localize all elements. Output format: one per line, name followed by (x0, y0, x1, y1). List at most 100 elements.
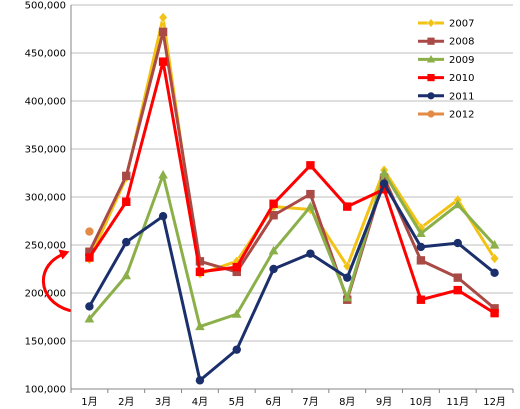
legend-label: 2007 (449, 19, 474, 30)
series-2008 (85, 27, 499, 313)
legend-entry-2010: 2010 (418, 73, 474, 84)
y-tick-label: 300,000 (25, 193, 66, 204)
series-line-2007 (88, 15, 496, 276)
legend-entry-2012: 2012 (418, 110, 474, 121)
data-point-2008-7月 (306, 189, 315, 199)
legend-swatch-marker (427, 110, 435, 118)
data-point-2009-1月 (84, 313, 95, 323)
data-point-2009-5月 (231, 309, 242, 318)
data-point-2009-2月 (121, 270, 132, 280)
series-2012 (85, 227, 94, 236)
data-point-2012-1月 (85, 227, 94, 236)
data-point-2011-8月 (343, 273, 352, 282)
annotation-layer (41, 249, 71, 312)
x-tick-label: 5月 (229, 396, 245, 408)
legend-entry-2007: 2007 (418, 18, 474, 30)
data-point-2009-9月 (379, 168, 389, 177)
data-point-2011-11月 (453, 238, 462, 248)
legend-swatch-marker (427, 92, 435, 100)
x-tick-label: 12月 (483, 396, 506, 408)
x-tick-label: 4月 (192, 396, 208, 408)
x-tick-label: 8月 (339, 396, 355, 408)
data-point-2009-4月 (195, 321, 205, 331)
series-line-2009 (88, 171, 496, 329)
legend-swatch-marker (427, 37, 435, 45)
data-point-2009-8月 (342, 292, 353, 302)
y-tick-label: 350,000 (25, 145, 66, 156)
data-point-2008-1月 (85, 247, 94, 256)
data-point-2010-2月 (122, 197, 131, 206)
y-tick-label: 150,000 (25, 337, 66, 348)
data-point-2010-5月 (232, 262, 241, 272)
y-tick-label: 250,000 (25, 241, 66, 252)
data-point-2008-6月 (269, 211, 278, 220)
data-point-2010-7月 (306, 161, 315, 170)
data-point-2010-9月 (379, 185, 389, 194)
legend-entry-2009: 2009 (418, 55, 474, 66)
data-point-2009-11月 (452, 199, 463, 209)
data-point-2007-3月 (158, 12, 168, 23)
x-tick-label: 7月 (302, 396, 318, 408)
data-point-2008-11月 (453, 273, 462, 282)
series-line-2008 (88, 30, 496, 310)
legend: 2007 2008 2009 2010 2011 2012 (418, 18, 474, 121)
series-layer (84, 12, 500, 385)
data-point-2010-3月 (158, 57, 168, 66)
x-tick-label: 10月 (410, 396, 433, 408)
data-point-2010-4月 (195, 267, 205, 277)
annotation-arrow (41, 251, 71, 312)
legend-swatch-marker (427, 18, 435, 28)
data-point-2008-3月 (158, 27, 168, 37)
data-point-2009-10月 (416, 228, 426, 238)
legend-label: 2010 (449, 73, 474, 84)
data-point-2009-12月 (489, 240, 500, 249)
data-point-2010-6月 (269, 199, 278, 208)
x-tick-label: 1月 (81, 396, 97, 408)
legend-swatch-marker (427, 74, 435, 82)
data-point-2007-12月 (490, 253, 500, 264)
x-tick-label: 9月 (376, 396, 392, 408)
data-point-2011-9月 (379, 179, 389, 188)
data-point-2011-10月 (416, 242, 426, 252)
x-tick-label: 3月 (155, 396, 171, 408)
y-tick-label: 400,000 (25, 97, 66, 108)
data-point-2008-2月 (122, 171, 131, 181)
data-point-2011-7月 (306, 249, 315, 258)
legend-label: 2008 (449, 37, 474, 48)
data-point-2011-5月 (232, 345, 241, 354)
series-2010 (85, 57, 499, 318)
series-line-2010 (88, 60, 496, 315)
data-point-2010-12月 (490, 308, 499, 318)
legend-swatch-marker (426, 55, 436, 63)
data-point-2008-4月 (195, 257, 205, 266)
data-point-2010-11月 (453, 285, 462, 295)
y-tick-label: 100,000 (25, 385, 66, 396)
data-point-2009-3月 (158, 169, 168, 179)
data-point-2011-4月 (195, 376, 205, 385)
data-point-2009-6月 (268, 245, 279, 255)
data-point-2010-8月 (343, 202, 352, 211)
legend-entry-2008: 2008 (418, 37, 474, 48)
data-point-2008-5月 (232, 267, 241, 277)
x-tick-label: 2月 (118, 396, 134, 408)
data-point-2008-12月 (490, 304, 499, 313)
axis-layer: 100,000150,000200,000250,000300,000350,0… (25, 1, 514, 408)
data-point-2011-2月 (122, 237, 131, 247)
legend-label: 2011 (449, 91, 474, 102)
data-point-2010-10月 (416, 295, 426, 304)
annotation-arrowhead (58, 249, 70, 260)
series-2011 (85, 179, 499, 385)
y-tick-label: 500,000 (25, 1, 66, 12)
data-point-2010-1月 (85, 253, 94, 262)
x-tick-label: 11月 (446, 396, 469, 408)
data-point-2011-12月 (490, 268, 499, 278)
grid-layer (71, 4, 513, 390)
series-2007 (84, 12, 500, 280)
legend-entry-2011: 2011 (418, 91, 474, 102)
data-point-2011-1月 (85, 302, 94, 311)
data-point-2011-3月 (158, 212, 168, 221)
legend-label: 2012 (449, 110, 474, 121)
data-point-2011-6月 (269, 264, 278, 274)
